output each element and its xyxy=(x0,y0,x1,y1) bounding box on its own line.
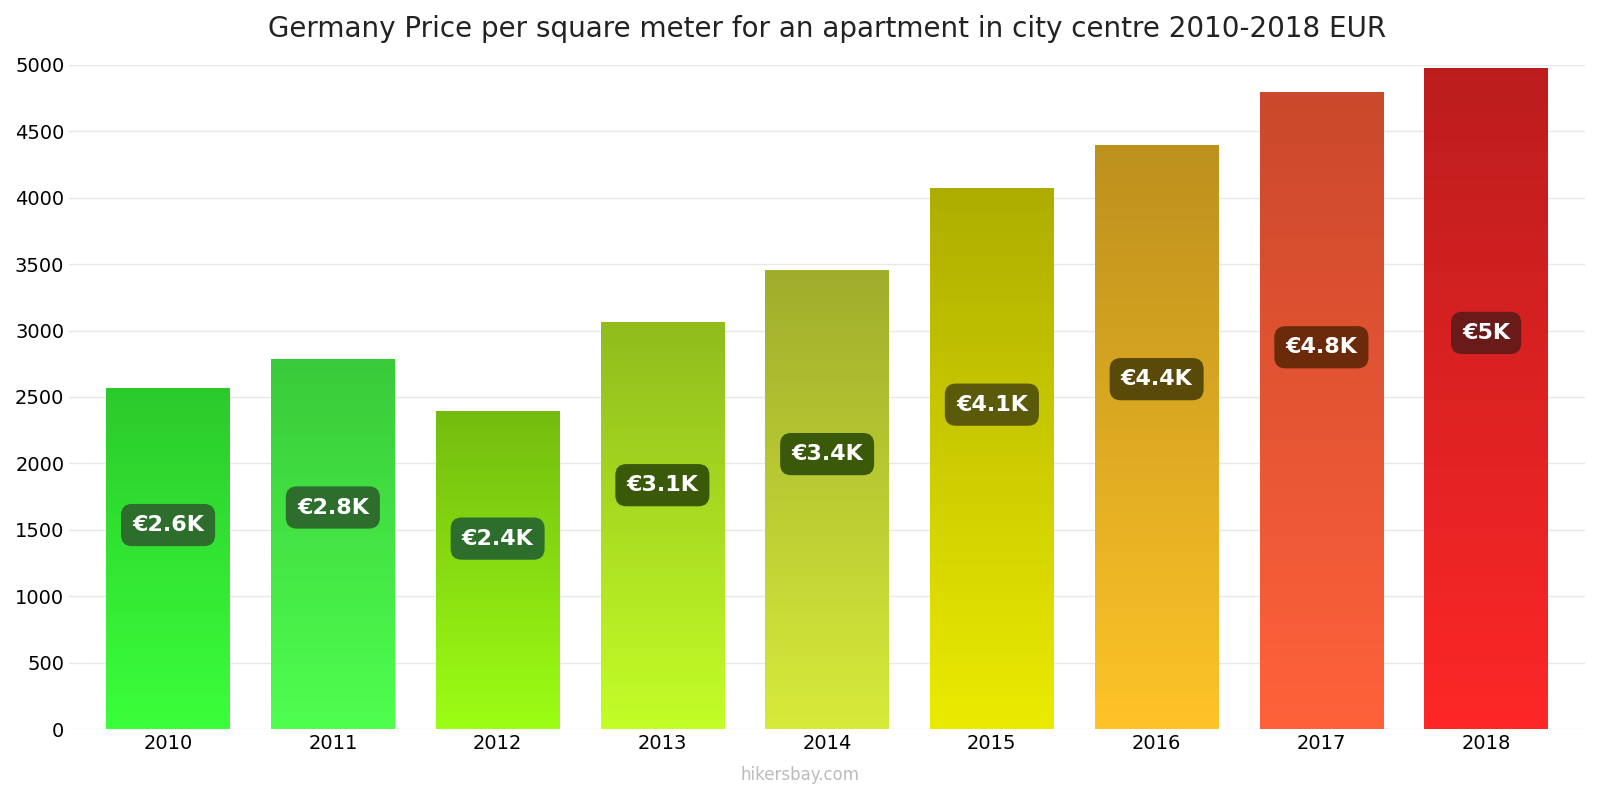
Text: €3.1K: €3.1K xyxy=(627,475,698,495)
Text: €4.1K: €4.1K xyxy=(955,394,1027,414)
Text: €2.8K: €2.8K xyxy=(298,498,368,518)
Text: €4.8K: €4.8K xyxy=(1285,338,1357,358)
Text: €2.6K: €2.6K xyxy=(133,515,205,535)
Title: Germany Price per square meter for an apartment in city centre 2010-2018 EUR: Germany Price per square meter for an ap… xyxy=(269,15,1386,43)
Text: hikersbay.com: hikersbay.com xyxy=(741,766,859,784)
Text: €2.4K: €2.4K xyxy=(462,529,533,549)
Text: €5K: €5K xyxy=(1462,323,1510,343)
Text: €4.4K: €4.4K xyxy=(1120,369,1192,389)
Text: €3.4K: €3.4K xyxy=(792,444,862,464)
